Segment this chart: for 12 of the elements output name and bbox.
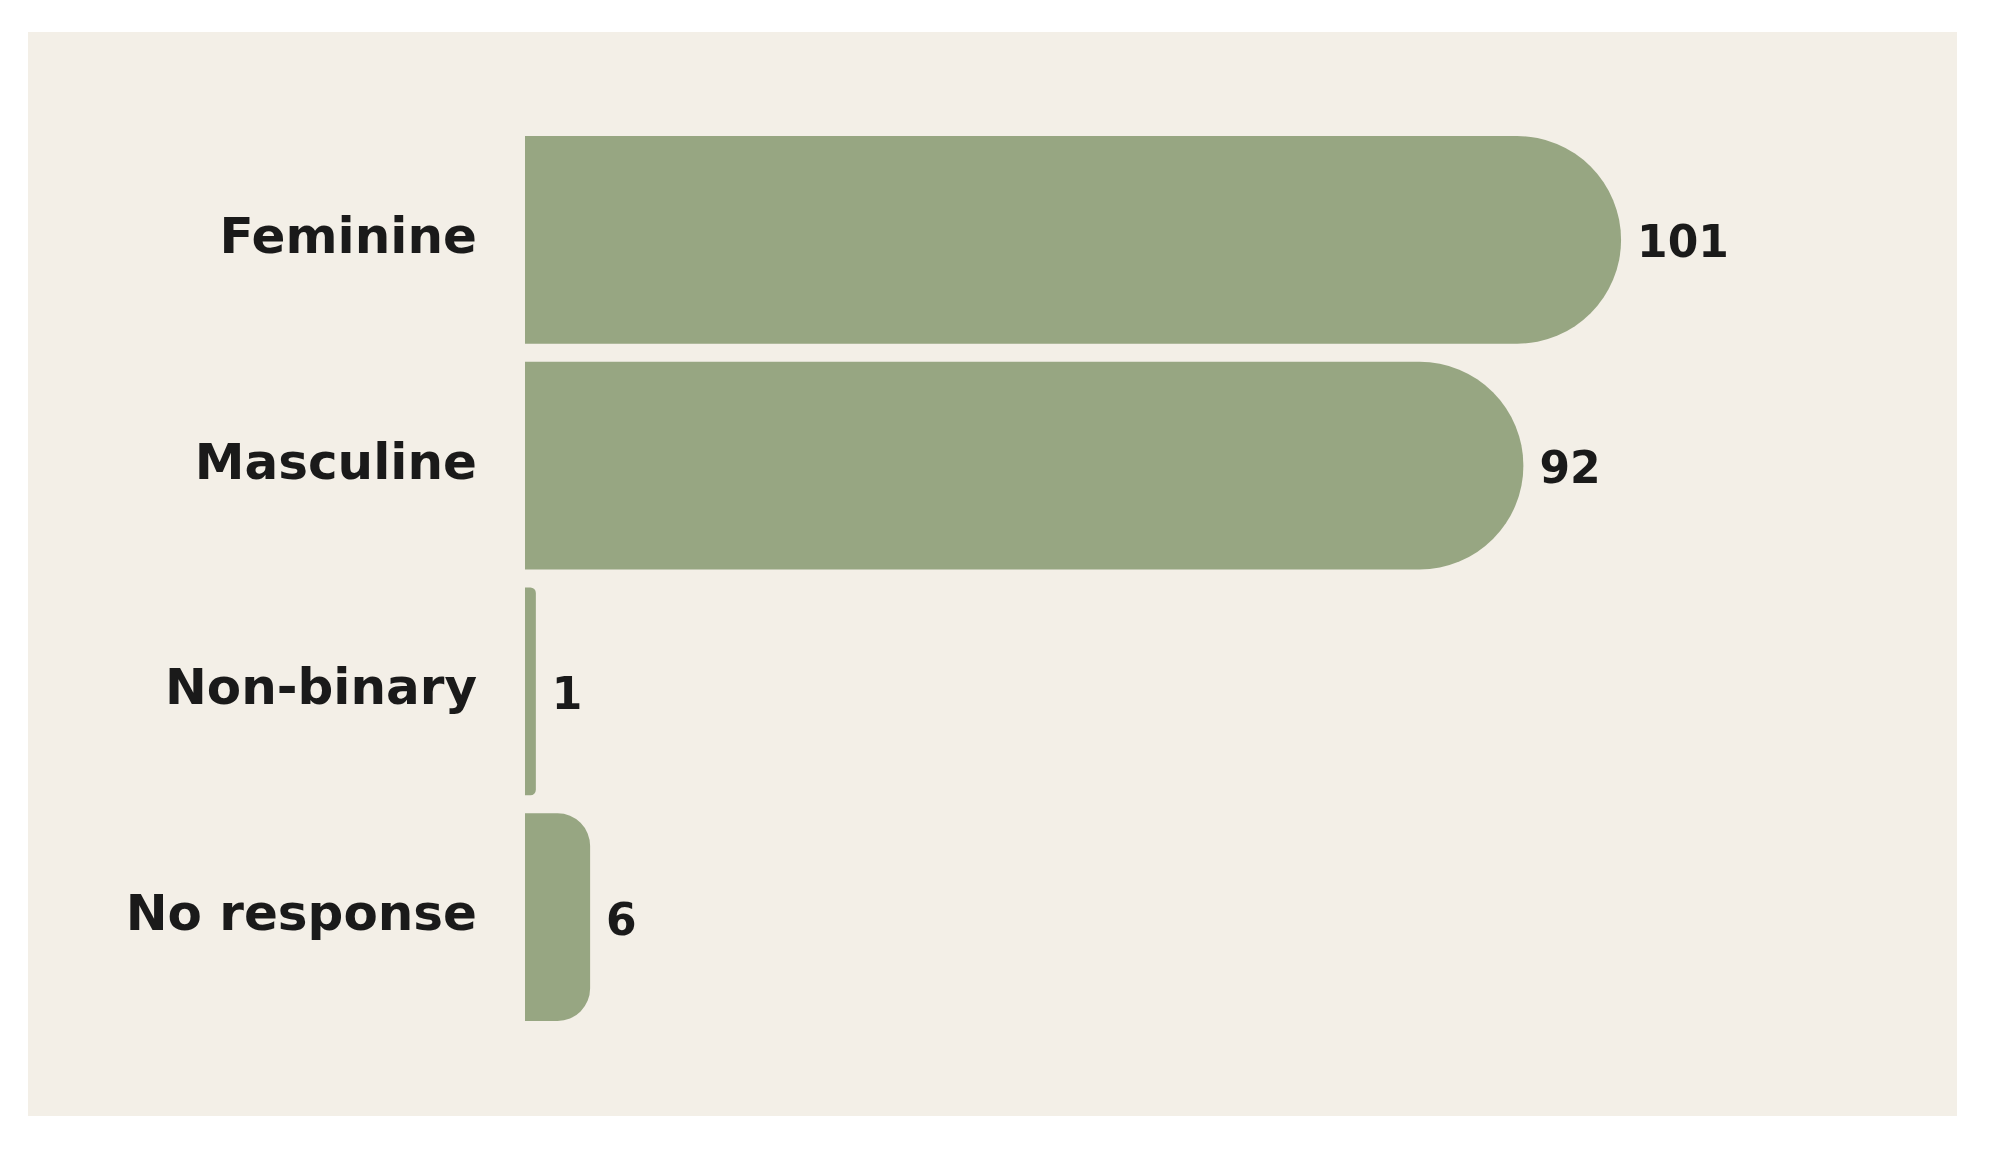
bar — [525, 587, 536, 796]
bar — [525, 361, 1524, 570]
data-label: 6 — [606, 893, 637, 945]
data-label: 1 — [551, 667, 583, 719]
data-label: 101 — [1637, 216, 1729, 268]
y-tick-label: Non-binary — [164, 658, 477, 717]
y-tick-label: Feminine — [219, 206, 477, 265]
bar — [525, 136, 1622, 344]
y-tick-label: Masculine — [194, 432, 477, 491]
data-label: 92 — [1539, 442, 1601, 494]
y-tick-label: No response — [125, 884, 477, 943]
bar — [525, 813, 591, 1021]
